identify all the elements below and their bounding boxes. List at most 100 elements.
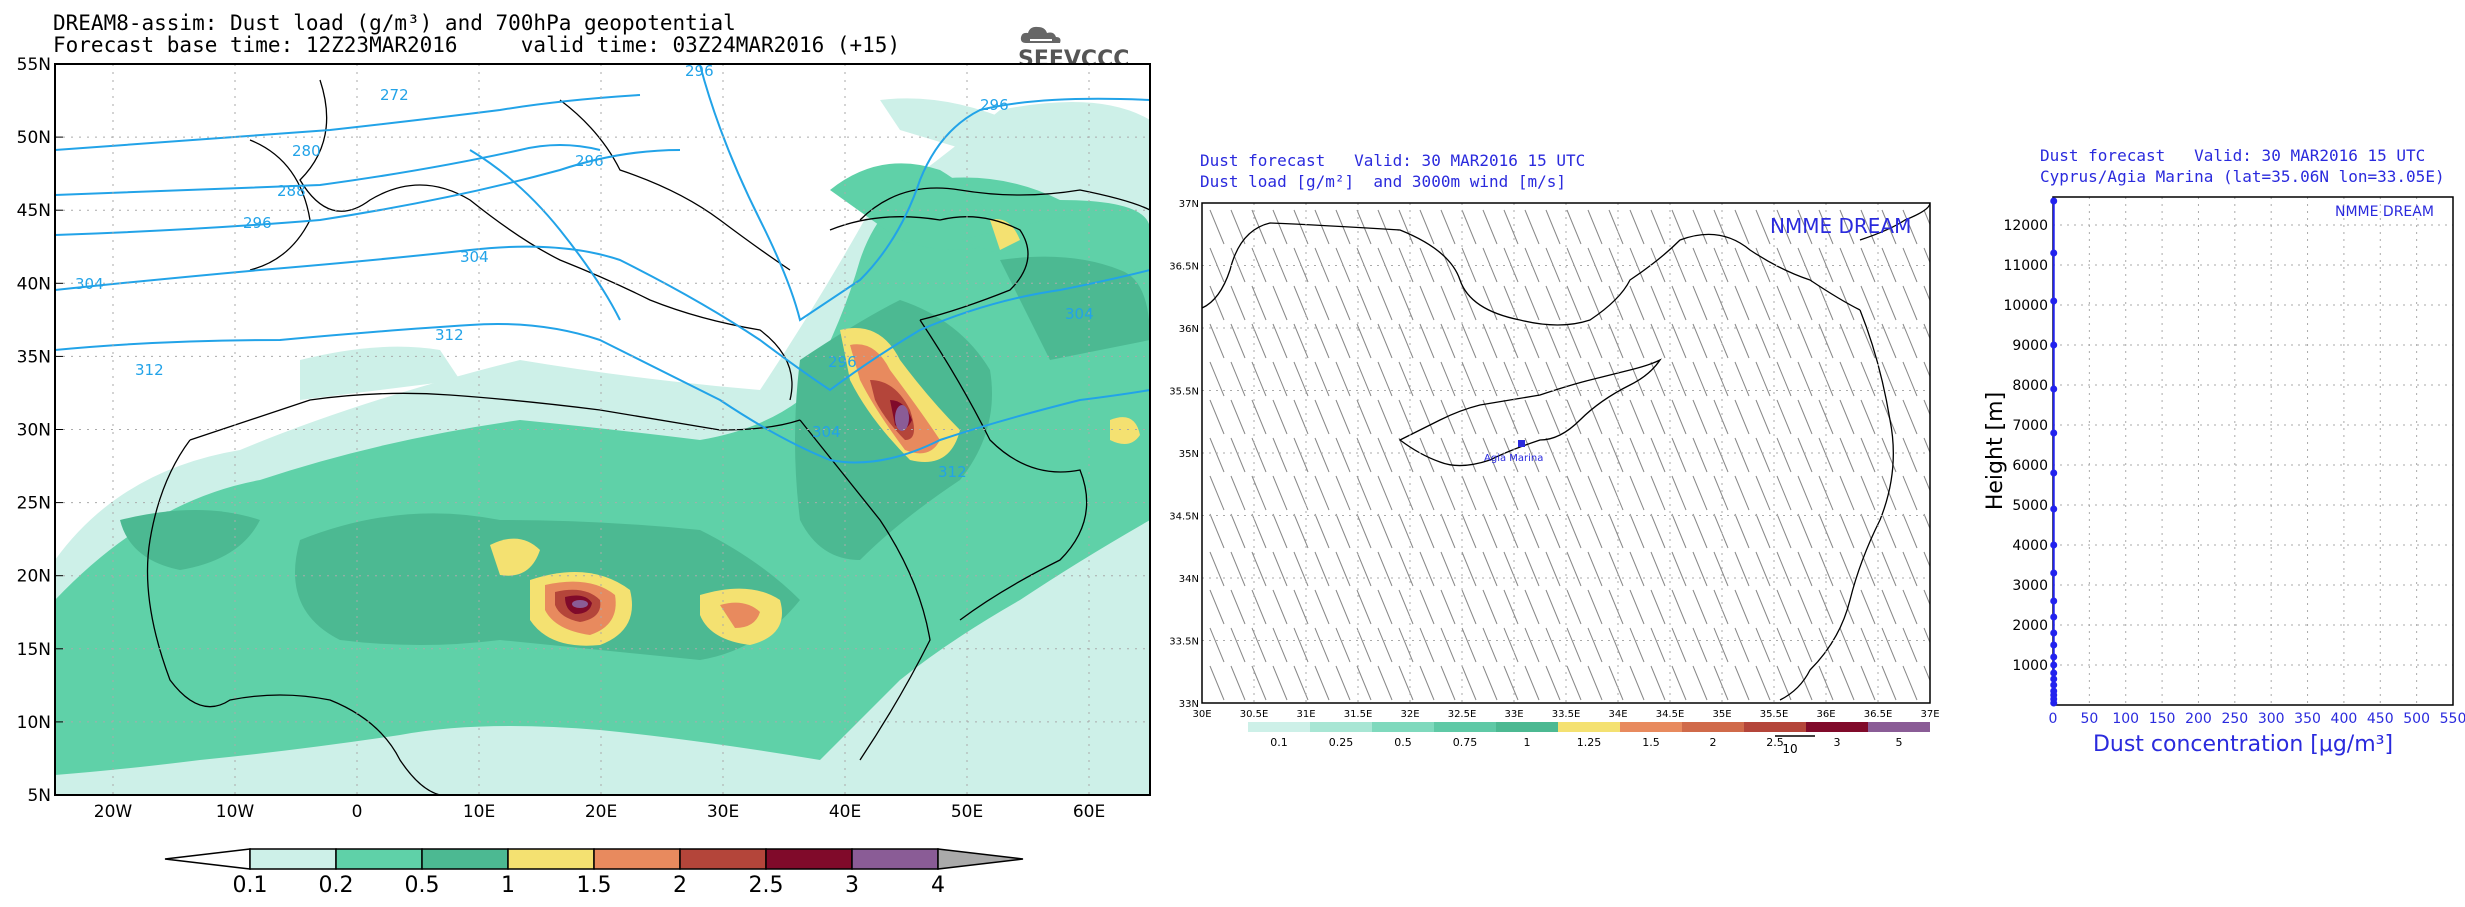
wind-arrow <box>1881 361 1897 397</box>
y-tick-label: 11000 <box>2003 258 2048 274</box>
wind-arrow <box>1692 437 1708 473</box>
wind-arrow <box>1923 361 1930 378</box>
wind-arrow <box>1314 437 1330 473</box>
wind-arrow <box>1524 361 1540 397</box>
y-tick-label: 4000 <box>2012 538 2048 554</box>
contour-label: 312 <box>435 326 464 344</box>
dust-concentration-profile-chart: NMME DREAM 10002000300040005000600070008… <box>1983 196 2465 757</box>
wind-arrow <box>1902 399 1918 435</box>
wind-arrow <box>1587 209 1603 245</box>
wind-arrow <box>1818 399 1834 435</box>
colorbar-label: 5 <box>1896 736 1903 749</box>
wind-arrow <box>1713 399 1729 435</box>
lon-axis-labels: 30E 30.5E 31E 31.5E 32E 32.5E 33E 33.5E 34E 34.5E… <box>1192 709 1939 720</box>
wind-arrow <box>1545 589 1561 625</box>
wind-arrow <box>1860 323 1876 359</box>
wind-arrow <box>1251 475 1267 511</box>
wind-arrow <box>1378 704 1392 738</box>
wind-arrow <box>1209 361 1225 397</box>
colorbar-label: 0.1 <box>233 873 268 898</box>
wind-arrow <box>1356 209 1372 245</box>
wind-arrow <box>1230 285 1246 321</box>
wind-arrow <box>1734 551 1750 587</box>
lon-label: 31E <box>1296 709 1315 720</box>
wind-arrow <box>1587 627 1603 663</box>
x-axis-label: Dust concentration [μg/m³] <box>2093 732 2393 757</box>
x-tick-label: 550 <box>2440 711 2465 727</box>
wind-arrow <box>1398 285 1414 321</box>
wind-arrow <box>1839 665 1855 701</box>
wind-arrow <box>1230 399 1246 435</box>
wind-arrow <box>1630 704 1644 738</box>
wind-arrow <box>1524 475 1540 511</box>
wind-arrow <box>1356 627 1372 663</box>
lon-label: 36E <box>1816 709 1835 720</box>
wind-arrow <box>1461 627 1477 663</box>
wind-map-title-line2: Dust load [g/m²] and 3000m wind [m/s] <box>1200 172 1567 191</box>
wind-arrow <box>1209 209 1225 245</box>
wind-arrow <box>1629 209 1645 245</box>
lon-label: 40E <box>829 802 861 822</box>
wind-arrow <box>1587 437 1603 473</box>
wind-arrow <box>1587 551 1603 587</box>
wind-arrow <box>1860 399 1876 435</box>
data-point <box>2050 429 2058 437</box>
wind-arrow <box>1881 627 1897 663</box>
wind-arrow <box>1692 551 1708 587</box>
lat-label: 34N <box>1179 574 1199 585</box>
lon-label: 35.5E <box>1760 709 1789 720</box>
wind-arrow <box>1608 323 1624 359</box>
colorbar-label: 2 <box>673 873 687 898</box>
wind-arrow <box>1419 589 1435 625</box>
wind-arrow <box>1461 475 1477 511</box>
wind-arrow <box>1230 589 1246 625</box>
profile-title-line2: Cyprus/Agia Marina (lat=35.06N lon=33.05… <box>2040 167 2445 186</box>
wind-arrow <box>1209 437 1225 473</box>
wind-arrow <box>1650 665 1666 701</box>
wind-arrow <box>1398 627 1414 663</box>
wind-arrow <box>1482 361 1498 397</box>
colorbar-label: 0.2 <box>319 873 354 898</box>
wind-arrow <box>1230 475 1246 511</box>
colorbar-label: 3 <box>1834 736 1841 749</box>
x-tick-labels: 0 50 100 150 200 250 300 350 400 450 500 550 <box>2049 711 2465 727</box>
lon-label: 0 <box>352 802 363 822</box>
wind-arrow <box>1314 589 1330 625</box>
wind-arrow <box>1398 361 1414 397</box>
wind-arrow <box>1545 399 1561 435</box>
wind-map: Agia Marina NMME DREAM 37N36.5N36N35.5N3… <box>1169 199 1939 756</box>
map-grid <box>1202 203 1930 703</box>
wind-arrow <box>1482 285 1498 321</box>
wind-arrow <box>1671 285 1687 321</box>
wind-arrow <box>1398 399 1414 435</box>
wind-arrow <box>1608 551 1624 587</box>
wind-arrow <box>1398 665 1414 701</box>
wind-arrow <box>1713 361 1729 397</box>
wind-arrow <box>1755 589 1771 625</box>
data-point <box>2050 505 2058 513</box>
wind-arrow <box>1797 323 1813 359</box>
wind-arrow <box>1398 437 1414 473</box>
wind-arrow <box>1713 323 1729 359</box>
wind-arrow <box>1272 361 1288 397</box>
wind-arrow <box>1692 475 1708 511</box>
wind-arrow <box>1671 361 1687 397</box>
wind-arrow <box>1461 437 1477 473</box>
wind-arrow <box>1818 475 1834 511</box>
colorbar-label: 1.5 <box>577 873 612 898</box>
wind-arrow <box>1440 551 1456 587</box>
wind-arrow <box>1419 285 1435 321</box>
wind-arrow <box>1566 475 1582 511</box>
wind-arrow <box>1315 704 1329 738</box>
wind-arrow <box>1608 475 1624 511</box>
contour-label: 304 <box>460 248 489 266</box>
colorbar-segment <box>1372 722 1434 732</box>
wind-arrow <box>1482 209 1498 245</box>
contour-label: 312 <box>938 463 967 481</box>
chart-grid <box>2052 197 2454 705</box>
lat-label: 33.5N <box>1169 637 1199 648</box>
wind-arrow <box>1461 285 1477 321</box>
wind-arrow <box>1524 285 1540 321</box>
y-tick-label: 12000 <box>2003 218 2048 234</box>
dust-fields <box>55 64 1150 795</box>
